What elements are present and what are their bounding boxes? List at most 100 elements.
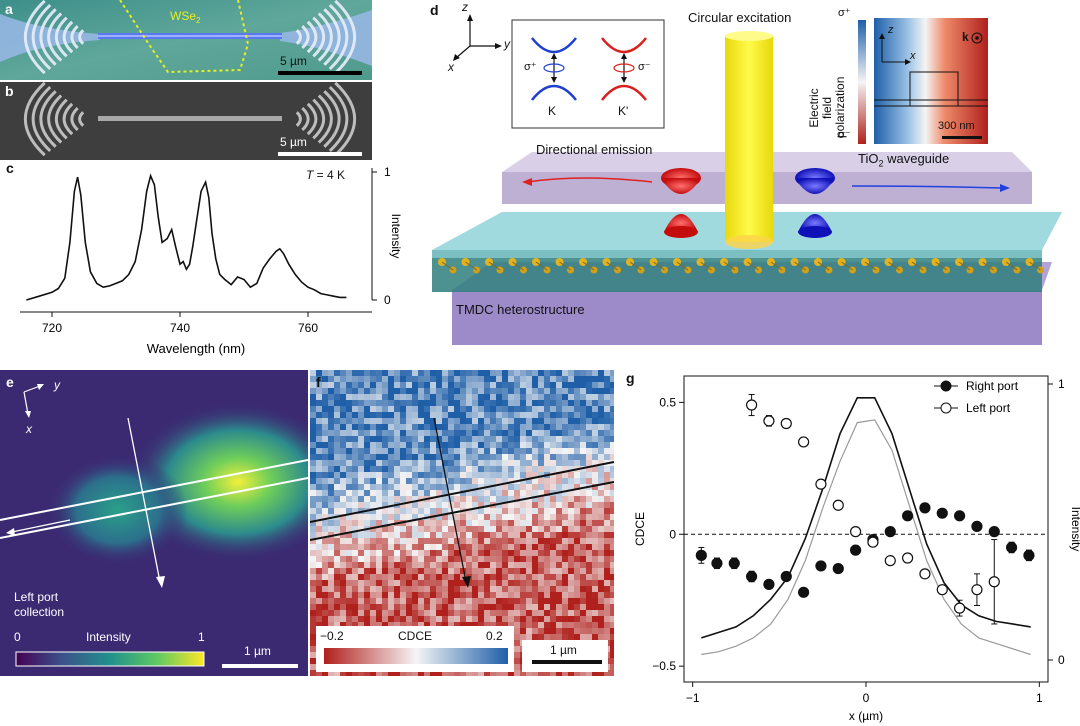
right-port-point: [936, 507, 948, 519]
scalebar-a: 5 µm: [280, 54, 307, 68]
panel-label-f: f: [316, 374, 321, 390]
left-port-point: [815, 478, 827, 490]
y2-axis-label: Intensity: [1069, 507, 1080, 552]
right-port-point: [780, 570, 792, 583]
optical-micrograph: WSe2: [0, 0, 372, 80]
right-port-point: [1006, 541, 1018, 554]
e-cbar-min: 0: [14, 630, 21, 644]
left-port-point: [936, 584, 948, 596]
x-tick-label: 0: [863, 691, 870, 705]
x-axis-label: Wavelength (nm): [147, 341, 246, 356]
right-port-point: [884, 526, 896, 538]
axis-z-label: z: [462, 0, 468, 14]
y-tick-label: −0.5: [652, 659, 676, 673]
panel-label-b: b: [5, 83, 14, 99]
field-scalebar: 300 nm: [938, 120, 975, 132]
f-scalebar: 1 µm: [550, 643, 577, 657]
spectrum-chart: 720 740 760 0 1 Wavelength (nm) Intensity: [20, 165, 403, 356]
right-port-point: [850, 544, 862, 556]
left-port-point: [988, 576, 1000, 588]
field-cbar-top: σ⁺: [838, 7, 851, 19]
circular-excitation-label: Circular excitation: [688, 10, 792, 25]
left-port-point: [850, 526, 862, 538]
panel-f: f −0.2 CDCE 0.2 1 µm: [310, 370, 614, 676]
panel-a: WSe2 a 5 µm: [0, 0, 372, 80]
panel-label-e: e: [6, 374, 14, 390]
right-port-point: [695, 549, 707, 561]
y-tick-label: 0: [384, 293, 391, 307]
panel-g: −1 0 1 −0.5 0 0.5 0 1 x (µm) CDCE Intensity Right p…: [616, 362, 1080, 726]
left-port-point: [867, 536, 879, 548]
right-port-point: [919, 502, 931, 514]
x-tick-label: 720: [42, 321, 62, 335]
panel-b: b 5 µm: [0, 82, 372, 160]
panel-d: d z y x Circular excitation Directional …: [412, 0, 1080, 362]
left-port-point: [902, 552, 914, 564]
scalebar-b: 5 µm: [280, 135, 307, 149]
left-port-point: [971, 584, 983, 596]
intensity-line: [701, 397, 1031, 639]
sigma-minus-label: σ⁻: [638, 61, 651, 73]
f-cbar-max: 0.2: [486, 629, 503, 643]
left-port-point: [954, 602, 966, 614]
tmdc-label: TMDC heterostructure: [456, 302, 585, 317]
field-x-label: x: [910, 50, 916, 62]
left-port-point: [763, 415, 775, 427]
right-port-point: [728, 557, 740, 569]
panel-label-a: a: [5, 1, 13, 17]
right-port-point: [763, 578, 775, 590]
right-port-point: [902, 510, 914, 522]
x-tick-label: 740: [170, 321, 190, 335]
right-port-point: [988, 526, 1000, 538]
intensity-map: [0, 370, 308, 676]
panel-label-d: d: [430, 2, 439, 18]
sem-micrograph: [0, 82, 372, 160]
field-z-label: z: [888, 24, 894, 36]
f-cbar-title: CDCE: [398, 629, 433, 643]
legend-marker: [940, 402, 952, 414]
material-label: WSe2: [170, 9, 201, 25]
e-axis-x: x: [26, 422, 32, 436]
e-cbar-title: Intensity: [86, 630, 131, 644]
axis-x-label: x: [448, 60, 454, 74]
y-axis-label: Intensity: [389, 214, 403, 259]
right-port-point: [832, 562, 844, 575]
e-axis-y: y: [54, 378, 60, 392]
collection-label: Left port collection: [14, 590, 65, 619]
panel-label-c: c: [6, 160, 14, 176]
y2-tick-label: 1: [1058, 377, 1065, 391]
legend-label: Left port: [966, 401, 1011, 415]
left-port-point: [798, 436, 810, 448]
y2-tick-label: 0: [1058, 653, 1065, 667]
temperature-label: T = 4 K: [306, 168, 346, 182]
valley-k-label: K: [548, 104, 557, 118]
cdce-map: [310, 370, 614, 676]
intensity-line: [701, 419, 1031, 656]
left-port-point: [884, 555, 896, 567]
spectrum-line: [26, 173, 347, 301]
legend-marker: [940, 380, 952, 392]
left-port-point: [746, 399, 758, 411]
y-axis-label: CDCE: [633, 512, 647, 546]
x-tick-label: 760: [298, 321, 318, 335]
right-port-point: [954, 510, 966, 522]
valley-kp-label: K': [618, 104, 629, 118]
x-axis-label: x (µm): [849, 709, 883, 723]
device-schematic: [432, 14, 1062, 345]
x-tick-label: 1: [1036, 691, 1043, 705]
left-port-point: [832, 499, 844, 511]
panel-e: e y x Left port collection 0 Intensity 1 …: [0, 370, 308, 676]
axis-y-label: y: [504, 37, 510, 51]
directional-emission-label: Directional emission: [536, 142, 653, 157]
sigma-plus-label: σ⁺: [524, 61, 537, 73]
y-tick-label: 0: [669, 527, 676, 541]
right-port-point: [1023, 549, 1035, 561]
left-port-point: [919, 568, 931, 580]
right-port-point: [711, 557, 723, 569]
panel-label-g: g: [626, 370, 635, 386]
left-port-point: [780, 417, 792, 430]
y-tick-label: 1: [384, 165, 391, 179]
field-cbar-bottom: σ⁻: [838, 129, 851, 141]
right-port-point: [815, 560, 827, 572]
legend-label: Right port: [966, 379, 1019, 393]
